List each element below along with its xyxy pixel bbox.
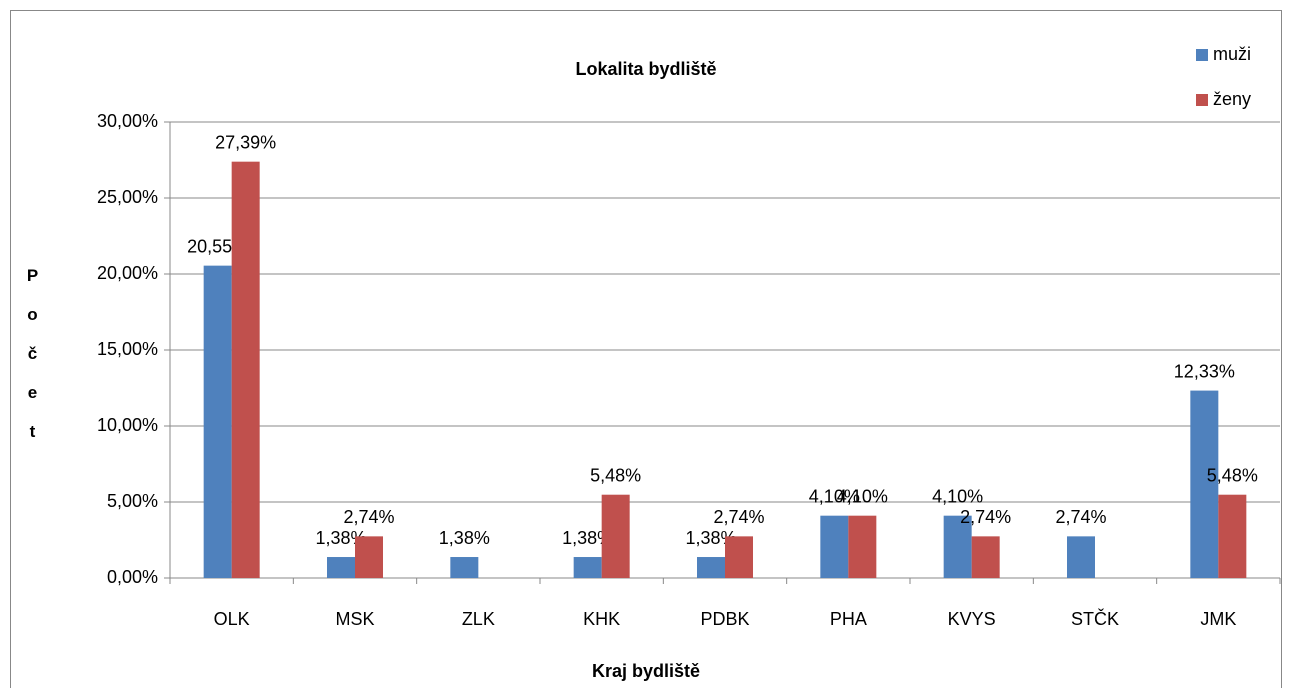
legend-label: muži bbox=[1213, 44, 1251, 64]
x-tick-label: PHA bbox=[830, 609, 867, 629]
value-label: 1,38% bbox=[685, 528, 736, 548]
y-tick-label: 5,00% bbox=[107, 491, 158, 511]
bar bbox=[725, 536, 753, 578]
x-tick-label: ZLK bbox=[462, 609, 495, 629]
bar bbox=[450, 557, 479, 578]
value-label: 1,38% bbox=[439, 528, 490, 548]
chart-frame bbox=[10, 10, 1282, 688]
bar bbox=[971, 536, 1000, 578]
value-label: 12,33% bbox=[1174, 361, 1235, 381]
value-label: 4,10% bbox=[809, 486, 860, 506]
bar bbox=[820, 515, 849, 578]
x-tick-label: JMK bbox=[1200, 609, 1236, 629]
bar bbox=[203, 265, 232, 578]
value-label: 2,74% bbox=[960, 507, 1011, 527]
x-tick-label: OLK bbox=[214, 609, 250, 629]
x-tick-label: PDBK bbox=[700, 609, 749, 629]
value-label: 1,38% bbox=[562, 528, 613, 548]
value-label: 4,10% bbox=[837, 486, 888, 506]
bar bbox=[1190, 390, 1219, 578]
value-label: 4,10% bbox=[932, 486, 983, 506]
bar bbox=[943, 515, 972, 578]
y-tick-label: 20,00% bbox=[97, 263, 158, 283]
x-tick-label: KHK bbox=[583, 609, 620, 629]
chart-title: Lokalita bydliště bbox=[575, 59, 716, 79]
value-label: 2,74% bbox=[1055, 507, 1106, 527]
bar bbox=[848, 515, 877, 578]
legend-swatch bbox=[1196, 49, 1208, 61]
bar bbox=[697, 557, 725, 578]
bar bbox=[327, 557, 355, 578]
y-tick-label: 10,00% bbox=[97, 415, 158, 435]
y-tick-label: 25,00% bbox=[97, 187, 158, 207]
legend-swatch bbox=[1196, 94, 1208, 106]
bar bbox=[355, 536, 383, 578]
value-label: 1,38% bbox=[315, 528, 366, 548]
x-axis-title: Kraj bydliště bbox=[592, 661, 700, 681]
bar bbox=[573, 557, 602, 578]
value-label: 2,74% bbox=[343, 507, 394, 527]
value-label: 5,48% bbox=[590, 465, 641, 485]
legend-label: ženy bbox=[1213, 89, 1251, 109]
y-tick-label: 0,00% bbox=[107, 567, 158, 587]
bar bbox=[1067, 536, 1095, 578]
bar bbox=[601, 494, 630, 578]
bar bbox=[231, 161, 260, 578]
bar bbox=[1218, 494, 1247, 578]
value-label: 2,74% bbox=[713, 507, 764, 527]
value-label: 27,39% bbox=[215, 132, 276, 152]
y-axis-title: Počet bbox=[23, 266, 42, 461]
x-tick-label: KVYS bbox=[948, 609, 996, 629]
x-tick-label: STČK bbox=[1071, 608, 1119, 629]
y-tick-label: 30,00% bbox=[97, 111, 158, 131]
value-label: 5,48% bbox=[1207, 465, 1258, 485]
y-tick-label: 15,00% bbox=[97, 339, 158, 359]
x-tick-label: MSK bbox=[335, 609, 374, 629]
